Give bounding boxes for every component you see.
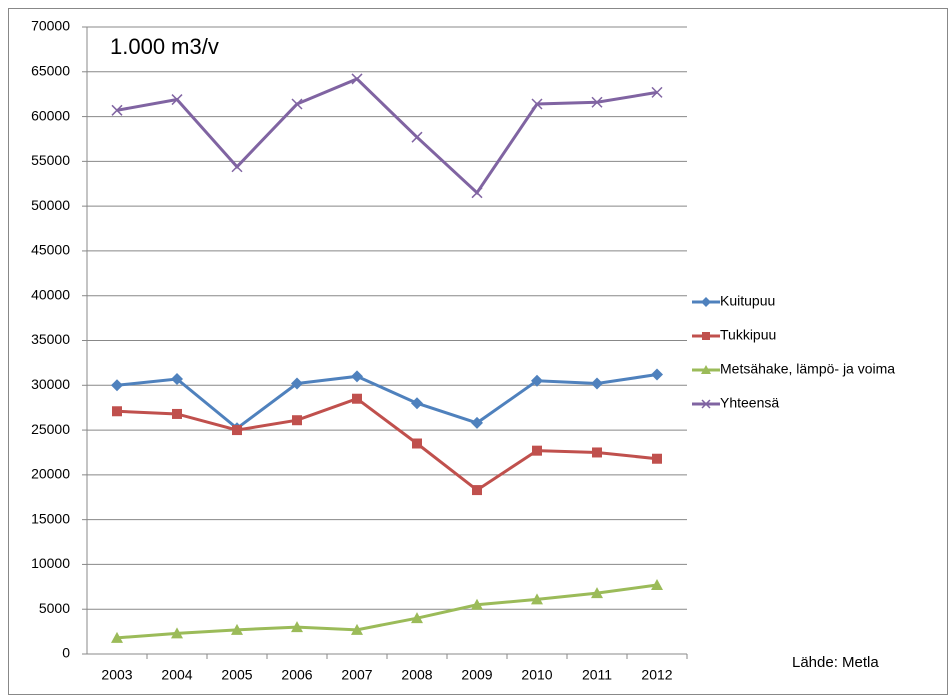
point-marker [532, 445, 542, 456]
point-marker [351, 370, 363, 383]
point-marker [531, 593, 543, 605]
point-marker [412, 438, 422, 449]
point-marker [591, 587, 603, 599]
legend-marker [701, 297, 711, 307]
point-marker [232, 425, 242, 436]
point-marker [652, 453, 662, 464]
point-marker [651, 86, 663, 98]
legend-label: Metsähake, lämpö- ja voima [720, 361, 895, 377]
grid [87, 26, 687, 655]
point-marker [291, 621, 303, 633]
series-line [116, 373, 658, 431]
legend-label: Yhteensä [720, 395, 779, 411]
point-marker [171, 94, 183, 106]
y-tick-label: 35000 [31, 331, 70, 347]
point-marker [111, 631, 123, 643]
y-tick-label: 70000 [31, 18, 70, 34]
y-tick-label: 45000 [31, 242, 70, 258]
point-marker [592, 447, 602, 458]
point-marker [171, 627, 183, 639]
y-tick-label: 55000 [31, 152, 70, 168]
y-tick-label: 40000 [31, 286, 70, 302]
point-marker [352, 393, 362, 404]
point-marker [531, 374, 543, 387]
point-marker [531, 98, 543, 110]
point-marker [172, 408, 182, 419]
legend-label: Tukkipuu [720, 327, 776, 343]
chart-frame [8, 8, 948, 695]
unit-annotation: 1.000 m3/v [110, 34, 219, 59]
point-marker [651, 579, 663, 591]
y-tick-label: 10000 [31, 555, 70, 571]
series-line [116, 77, 658, 195]
point-marker [292, 415, 302, 426]
y-tick-label: 5000 [39, 600, 70, 616]
point-marker [411, 612, 423, 624]
x-tick-label: 2011 [582, 667, 612, 683]
x-tick-label: 2006 [281, 667, 312, 683]
point-marker [291, 98, 303, 110]
x-tick-label: 2005 [221, 667, 252, 683]
y-tick-label: 65000 [31, 62, 70, 78]
y-tick-label: 15000 [31, 510, 70, 526]
y-tick-label: 0 [62, 645, 70, 661]
point-marker [472, 485, 482, 496]
y-tick-label: 20000 [31, 466, 70, 482]
point-marker [351, 623, 363, 635]
series-line [116, 397, 658, 492]
point-marker [411, 131, 423, 143]
point-marker [111, 104, 123, 116]
x-tick-label: 2004 [161, 667, 192, 683]
point-marker [291, 377, 303, 390]
point-marker [591, 96, 603, 108]
point-marker [351, 73, 363, 85]
point-marker [471, 187, 483, 199]
x-tick-label: 2008 [401, 667, 432, 683]
y-tick-label: 50000 [31, 197, 70, 213]
y-tick-label: 30000 [31, 376, 70, 392]
x-tick-label: 2009 [461, 667, 492, 683]
point-marker [231, 623, 243, 635]
point-marker [111, 379, 123, 392]
legend-marker [701, 399, 711, 409]
point-marker [651, 368, 663, 381]
x-tick-label: 2012 [641, 667, 672, 683]
x-tick-label: 2003 [101, 667, 132, 683]
series-line [116, 583, 658, 640]
point-marker [112, 406, 122, 417]
y-tick-label: 60000 [31, 107, 70, 123]
point-marker [471, 598, 483, 610]
point-marker [471, 416, 483, 429]
legend-marker [702, 332, 710, 340]
annotation-box [100, 28, 260, 68]
x-tick-label: 2007 [341, 667, 372, 683]
point-marker [231, 161, 243, 173]
source-annotation: Lähde: Metla [792, 654, 879, 671]
x-tick-label: 2010 [521, 667, 552, 683]
point-marker [591, 377, 603, 390]
point-marker [171, 373, 183, 386]
legend-label: Kuitupuu [720, 293, 775, 309]
y-tick-label: 25000 [31, 421, 70, 437]
legend-marker [701, 365, 711, 374]
point-marker [411, 397, 423, 410]
